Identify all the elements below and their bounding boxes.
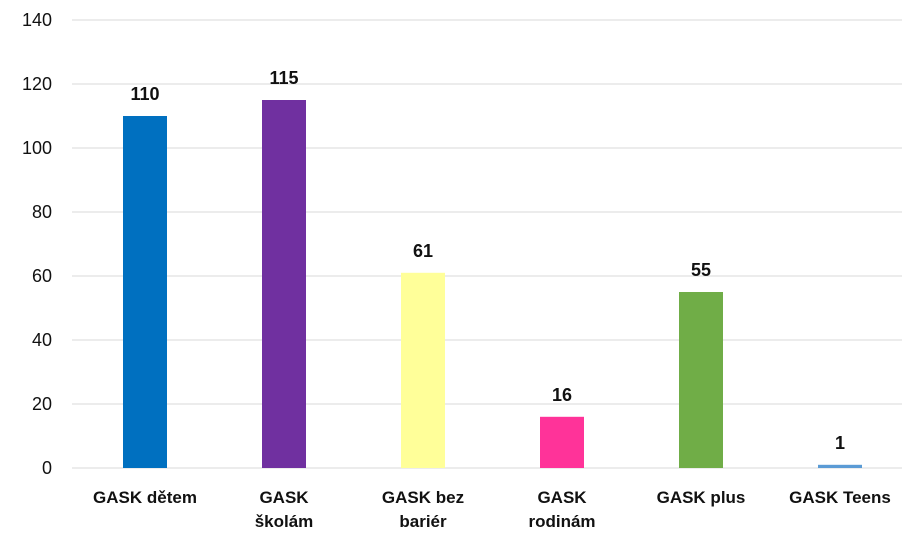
- y-tick-label: 40: [32, 330, 52, 350]
- y-tick-label: 120: [22, 74, 52, 94]
- x-tick-label-line: školám: [255, 512, 314, 531]
- data-label: 55: [691, 260, 711, 280]
- data-label: 61: [413, 241, 433, 261]
- bar: [818, 464, 862, 468]
- x-tick-label-line: GASK bez: [382, 488, 464, 507]
- data-labels: 110 115 61 16 55 1: [130, 68, 845, 453]
- y-tick-label: 0: [42, 458, 52, 478]
- bars: [123, 100, 862, 468]
- y-tick-label: 80: [32, 202, 52, 222]
- y-tick-label: 60: [32, 266, 52, 286]
- x-tick-label-line: GASK: [259, 488, 309, 507]
- y-tick-label: 100: [22, 138, 52, 158]
- x-tick-label-line: GASK Teens: [789, 488, 891, 507]
- bar: [679, 292, 723, 468]
- x-axis: GASK dětem GASK školám GASK bez bariér GASK ro…: [93, 488, 891, 531]
- gridlines: [72, 19, 902, 469]
- y-tick-label: 140: [22, 10, 52, 30]
- x-tick-label: GASK plus: [657, 488, 746, 507]
- x-tick-label: GASK Teens: [789, 488, 891, 507]
- x-tick-label: GASK školám: [255, 488, 314, 531]
- x-tick-label-line: GASK: [537, 488, 587, 507]
- bar: [262, 100, 306, 468]
- data-label: 110: [130, 84, 159, 104]
- x-tick-label: GASK dětem: [93, 488, 197, 507]
- bar: [540, 416, 584, 468]
- x-tick-label-line: rodinám: [528, 512, 595, 531]
- data-label: 16: [552, 385, 572, 405]
- x-tick-label: GASK rodinám: [528, 488, 595, 531]
- y-axis: 0 20 40 60 80 100 120 140: [22, 10, 52, 478]
- x-tick-label-line: GASK plus: [657, 488, 746, 507]
- bar: [123, 116, 167, 468]
- data-label: 1: [835, 433, 845, 453]
- bar: [401, 272, 445, 468]
- x-tick-label-line: GASK dětem: [93, 488, 197, 507]
- y-tick-label: 20: [32, 394, 52, 414]
- x-tick-label: GASK bez bariér: [382, 488, 464, 531]
- data-label: 115: [269, 68, 298, 88]
- x-tick-label-line: bariér: [399, 512, 447, 531]
